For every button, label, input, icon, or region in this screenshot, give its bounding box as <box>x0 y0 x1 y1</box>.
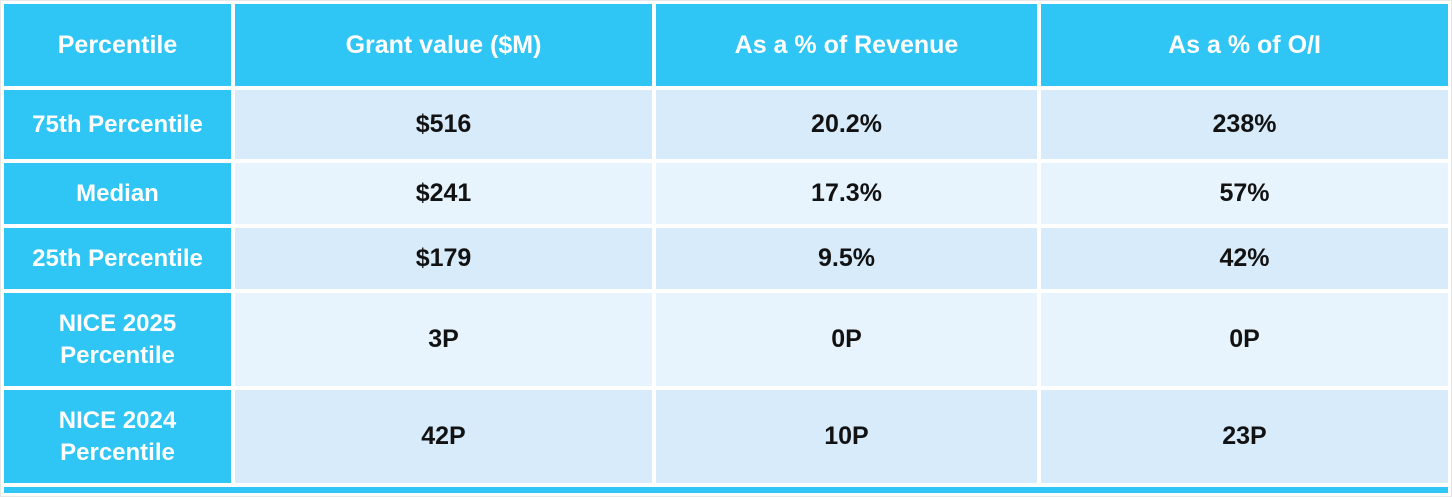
header-cell-pct-revenue: As a % of Revenue <box>656 4 1037 86</box>
cell-nice-2025-pct-oi: 0P <box>1041 293 1448 386</box>
cell-25th-pct-oi: 42% <box>1041 228 1448 289</box>
cell-25th-pct-revenue: 9.5% <box>656 228 1037 289</box>
cell-median-pct-revenue: 17.3% <box>656 163 1037 224</box>
cell-75th-pct-oi: 238% <box>1041 90 1448 159</box>
cell-nice-2024-grant-value: 42P <box>235 390 652 483</box>
row-header-nice-2025-percentile: NICE 2025 Percentile <box>4 293 231 386</box>
row-header-25th-percentile: 25th Percentile <box>4 228 231 289</box>
header-cell-percentile: Percentile <box>4 4 231 86</box>
cell-nice-2025-pct-revenue: 0P <box>656 293 1037 386</box>
row-header-median: Median <box>4 163 231 224</box>
table-bottom-border <box>4 487 1448 493</box>
cell-nice-2024-pct-oi: 23P <box>1041 390 1448 483</box>
header-cell-grant-value: Grant value ($M) <box>235 4 652 86</box>
cell-nice-2024-pct-revenue: 10P <box>656 390 1037 483</box>
cell-median-pct-oi: 57% <box>1041 163 1448 224</box>
row-header-nice-2024-percentile: NICE 2024 Percentile <box>4 390 231 483</box>
cell-median-grant-value: $241 <box>235 163 652 224</box>
row-header-75th-percentile: 75th Percentile <box>4 90 231 159</box>
cell-25th-grant-value: $179 <box>235 228 652 289</box>
header-cell-pct-oi: As a % of O/I <box>1041 4 1448 86</box>
cell-nice-2025-grant-value: 3P <box>235 293 652 386</box>
cell-75th-pct-revenue: 20.2% <box>656 90 1037 159</box>
cell-75th-grant-value: $516 <box>235 90 652 159</box>
